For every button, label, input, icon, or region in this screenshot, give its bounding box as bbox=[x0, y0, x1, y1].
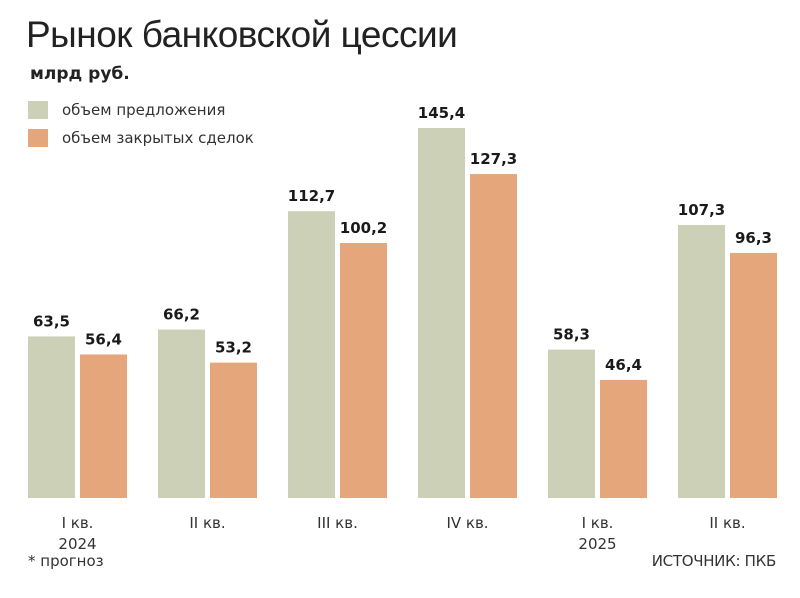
legend: объем предложения объем закрытых сделок bbox=[28, 96, 254, 152]
unit-label: млрд руб. bbox=[30, 64, 130, 84]
data-label-closed-5: 96,3 bbox=[735, 229, 772, 247]
legend-item-offer: объем предложения bbox=[28, 96, 254, 124]
legend-item-closed: объем закрытых сделок bbox=[28, 124, 254, 152]
category-label-2: III кв. bbox=[317, 514, 358, 532]
bar-offer-0 bbox=[28, 336, 75, 498]
year-label-1: 2025 bbox=[578, 535, 616, 553]
bar-closed-3 bbox=[470, 174, 517, 498]
year-label-0: 2024 bbox=[58, 535, 96, 553]
bar-closed-4 bbox=[600, 379, 647, 498]
category-label-5: II кв. bbox=[709, 514, 745, 532]
data-label-offer-5: 107,3 bbox=[678, 201, 725, 219]
data-label-closed-1: 53,2 bbox=[215, 339, 252, 357]
bar-closed-2 bbox=[340, 243, 387, 498]
forecast-note: * прогноз bbox=[28, 552, 104, 570]
data-label-offer-0: 63,5 bbox=[33, 312, 70, 330]
bar-closed-5 bbox=[730, 252, 777, 498]
legend-swatch-offer bbox=[28, 101, 48, 119]
bar-closed-0 bbox=[80, 354, 127, 498]
source-label: ИСТОЧНИК: ПКБ bbox=[651, 552, 777, 570]
bar-closed-1 bbox=[210, 362, 257, 498]
data-label-closed-4: 46,4 bbox=[605, 356, 642, 374]
chart-title: Рынок банковской цессии bbox=[26, 14, 458, 55]
legend-swatch-closed bbox=[28, 129, 48, 147]
data-label-offer-4: 58,3 bbox=[553, 326, 590, 344]
legend-label-closed: объем закрытых сделок bbox=[62, 129, 254, 147]
category-label-4: I кв. bbox=[582, 514, 614, 532]
bar-offer-1 bbox=[158, 329, 205, 498]
data-label-closed-0: 56,4 bbox=[85, 330, 122, 348]
legend-label-offer: объем предложения bbox=[62, 101, 226, 119]
bar-offer-5 bbox=[678, 224, 725, 498]
category-label-0: I кв. bbox=[62, 514, 94, 532]
data-label-closed-2: 100,2 bbox=[340, 219, 387, 237]
data-label-offer-2: 112,7 bbox=[288, 187, 335, 205]
bar-offer-2 bbox=[288, 211, 335, 498]
data-label-closed-3: 127,3 bbox=[470, 150, 517, 168]
category-label-1: II кв. bbox=[189, 514, 225, 532]
bar-offer-3 bbox=[418, 128, 465, 498]
category-label-3: IV кв. bbox=[446, 514, 488, 532]
bar-offer-4 bbox=[548, 349, 595, 498]
data-label-offer-3: 145,4 bbox=[418, 104, 465, 122]
data-label-offer-1: 66,2 bbox=[163, 306, 200, 324]
